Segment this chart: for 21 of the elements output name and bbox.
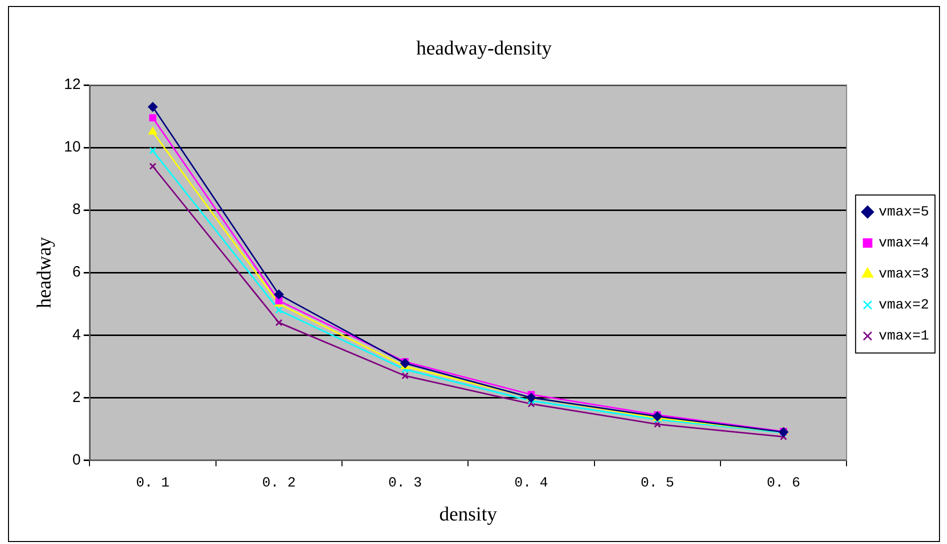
- legend-label: vmax=5: [878, 204, 930, 221]
- y-axis-title: headway: [33, 237, 56, 308]
- x-axis-title: density: [439, 503, 498, 526]
- y-tick-label: 0: [72, 451, 81, 468]
- x-tick-label: 0. 1: [136, 475, 170, 492]
- y-tick-label: 2: [72, 388, 81, 406]
- x-tick-label: 0. 5: [640, 475, 674, 492]
- y-tick-label: 10: [64, 138, 81, 156]
- x-tick-label: 0. 4: [514, 475, 548, 492]
- y-tick-label: 12: [64, 76, 81, 94]
- legend-label: vmax=4: [878, 236, 930, 252]
- x-tick-label: 0. 6: [766, 475, 800, 492]
- x-tick-label: 0. 3: [388, 475, 422, 492]
- legend-label: vmax=2: [878, 298, 930, 314]
- legend-label: vmax=1: [878, 328, 930, 345]
- legend-label: vmax=3: [878, 266, 930, 283]
- y-tick-label: 4: [72, 326, 81, 344]
- y-tick-label: 6: [72, 264, 81, 281]
- y-tick-label: 8: [72, 201, 81, 218]
- chart-title: headway-density: [416, 37, 552, 60]
- x-tick-label: 0. 2: [262, 475, 296, 492]
